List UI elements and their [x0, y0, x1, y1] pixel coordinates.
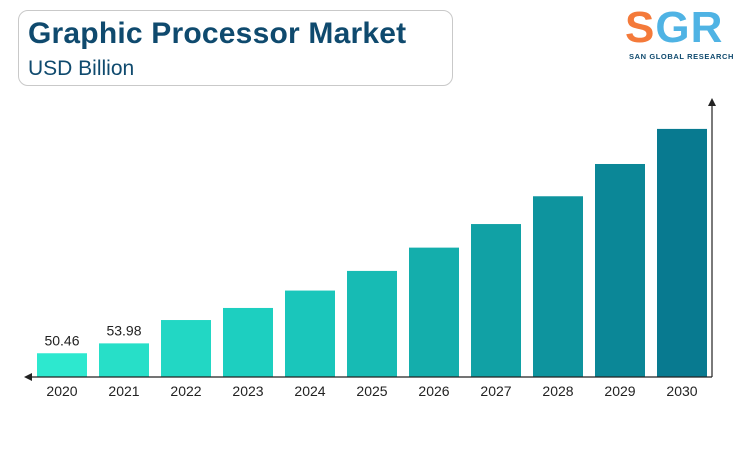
x-tick-label-2020: 2020	[46, 383, 77, 399]
bar-2025	[347, 270, 397, 377]
x-tick-label-2027: 2027	[480, 383, 511, 399]
logo-tagline: SAN GLOBAL RESEARCH	[629, 52, 735, 61]
x-tick-label-2029: 2029	[604, 383, 635, 399]
logo-letter-r: R	[690, 3, 724, 52]
x-tick-label-2028: 2028	[542, 383, 573, 399]
bar-2024	[285, 290, 335, 377]
bars-group	[37, 128, 707, 377]
chart-title: Graphic Processor Market	[28, 17, 407, 50]
bar-2029	[595, 163, 645, 377]
bar-2022	[161, 320, 211, 377]
logo-letters: SGR	[625, 6, 723, 50]
data-label-2020: 50.46	[44, 332, 79, 348]
x-axis-arrow	[24, 373, 32, 381]
title-box: Graphic Processor Market USD Billion	[18, 10, 453, 86]
bar-2021	[99, 343, 149, 377]
chart-subtitle: USD Billion	[28, 57, 135, 80]
sgr-logo: SGR SAN GLOBAL RESEARCH	[625, 6, 733, 64]
bar-2020	[37, 353, 87, 377]
x-tick-label-2021: 2021	[108, 383, 139, 399]
logo-letter-g: G	[655, 3, 691, 52]
y-axis-arrow	[708, 98, 716, 106]
bar-2027	[471, 224, 521, 377]
x-tick-label-2023: 2023	[232, 383, 263, 399]
x-tick-label-2025: 2025	[356, 383, 387, 399]
bar-2023	[223, 307, 273, 377]
x-tick-label-2022: 2022	[170, 383, 201, 399]
x-tick-label-2024: 2024	[294, 383, 325, 399]
x-tick-label-2026: 2026	[418, 383, 449, 399]
logo-letter-s: S	[625, 3, 656, 52]
x-tick-label-2030: 2030	[666, 383, 697, 399]
bar-2028	[533, 196, 583, 377]
data-label-2021: 53.98	[106, 322, 141, 338]
labels-group: 2020 50.46 2021 53.98 2022 2023 2024 2025 2026 20…	[44, 322, 697, 399]
axes-group	[24, 98, 716, 381]
bar-2030	[657, 128, 707, 377]
bar-2026	[409, 247, 459, 377]
